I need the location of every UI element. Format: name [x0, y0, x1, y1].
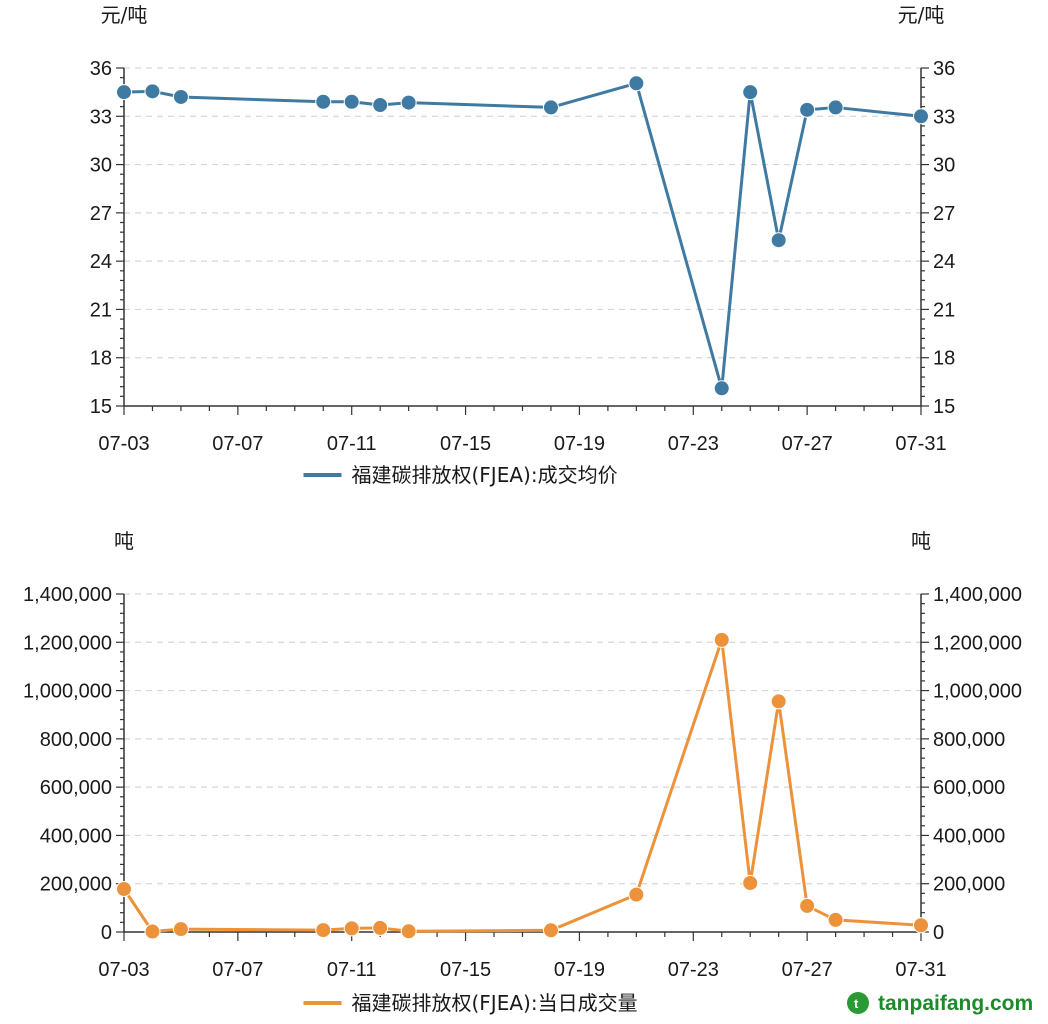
y-tick-label: 600,000	[40, 777, 112, 799]
y-tick-label: 1,000,000	[23, 681, 112, 703]
data-point	[827, 911, 844, 928]
y-tick-label: 18	[90, 348, 112, 370]
x-tick-label: 07-23	[668, 433, 719, 455]
y-axis-unit-left: 吨	[114, 529, 134, 553]
y-tick-label-right: 400,000	[933, 825, 1005, 847]
volume-chart: 0 0 200,000 200,000 400,000 400,000 600,000 600…	[23, 529, 1022, 1015]
y-tick-label-right: 36	[933, 58, 955, 80]
y-tick-label-right: 600,000	[933, 777, 1005, 799]
data-point	[628, 75, 645, 92]
data-point	[172, 88, 189, 105]
y-tick-label: 800,000	[40, 729, 112, 751]
data-point	[116, 84, 132, 101]
data-point	[400, 94, 417, 111]
data-point	[542, 922, 559, 939]
y-tick-label: 1,400,000	[23, 584, 112, 606]
y-tick-label: 21	[90, 299, 112, 321]
data-point	[799, 101, 816, 118]
y-tick-label: 36	[90, 58, 112, 80]
y-tick-label: 33	[90, 106, 112, 128]
svg-text:t: t	[854, 996, 859, 1011]
y-tick-label: 400,000	[40, 825, 112, 847]
legend-entry: 福建碳排放权(FJEA):当日成交量	[352, 991, 638, 1015]
y-tick-label-right: 1,400,000	[933, 584, 1022, 606]
y-tick-label-right: 800,000	[933, 729, 1005, 751]
x-tick-label: 07-07	[212, 959, 263, 981]
x-tick-label: 07-23	[668, 959, 719, 981]
y-tick-label-right: 30	[933, 155, 955, 177]
y-tick-label: 1,200,000	[23, 632, 112, 654]
x-tick-label: 07-31	[895, 433, 946, 455]
y-tick-label-right: 1,200,000	[933, 632, 1022, 654]
x-tick-label: 07-15	[440, 959, 491, 981]
data-point	[315, 922, 332, 939]
data-point	[827, 99, 844, 116]
data-point	[713, 631, 730, 648]
y-axis-unit-right: 元/吨	[898, 3, 945, 27]
data-point	[172, 921, 189, 938]
data-point	[116, 881, 132, 898]
x-tick-label: 07-11	[327, 959, 377, 981]
data-point	[343, 93, 360, 110]
watermark: t tanpaifang.com	[847, 992, 1033, 1015]
x-tick-label: 07-07	[212, 433, 263, 455]
data-point	[770, 693, 787, 710]
x-tick-label: 07-27	[782, 959, 833, 981]
watermark-leaf-icon	[847, 992, 869, 1014]
data-point	[372, 919, 389, 936]
y-tick-label-right: 200,000	[933, 874, 1005, 896]
series-line	[123, 81, 922, 390]
y-tick-label: 0	[101, 922, 112, 944]
y-tick-label-right: 1,000,000	[933, 681, 1022, 703]
y-tick-label-right: 24	[933, 251, 955, 273]
data-point	[913, 917, 929, 934]
data-point	[372, 97, 389, 114]
x-tick-label: 07-03	[98, 433, 149, 455]
data-point	[799, 897, 816, 914]
data-point	[713, 380, 730, 397]
x-tick-label: 07-11	[327, 433, 377, 455]
y-tick-label-right: 15	[933, 396, 955, 418]
x-tick-label: 07-03	[98, 959, 149, 981]
data-point	[742, 874, 759, 891]
data-point	[542, 99, 559, 116]
x-tick-label: 07-19	[554, 433, 605, 455]
data-point	[742, 84, 759, 101]
data-point	[144, 923, 161, 940]
watermark-text: tanpaifang.com	[878, 992, 1033, 1015]
y-tick-label: 200,000	[40, 874, 112, 896]
data-point	[343, 920, 360, 937]
legend-entry: 福建碳排放权(FJEA):成交均价	[352, 463, 618, 487]
x-tick-label: 07-27	[782, 433, 833, 455]
x-tick-label: 07-31	[895, 959, 946, 981]
y-tick-label: 27	[90, 203, 112, 225]
x-tick-label: 07-15	[440, 433, 491, 455]
data-point	[913, 108, 929, 125]
y-tick-label-right: 27	[933, 203, 955, 225]
data-point	[144, 83, 161, 100]
y-tick-label: 30	[90, 155, 112, 177]
y-tick-label-right: 0	[933, 922, 944, 944]
y-tick-label-right: 21	[933, 299, 955, 321]
series-line	[122, 638, 922, 934]
data-point	[628, 886, 645, 903]
y-axis-unit-left: 元/吨	[101, 3, 148, 27]
y-axis-unit-right: 吨	[911, 529, 931, 553]
y-tick-label: 24	[90, 251, 112, 273]
price-chart: 15 15 18 18 21 21 24 24 27 27 30 30 33 33 36 36 07-03 07-…	[90, 3, 956, 487]
data-point	[315, 93, 332, 110]
y-tick-label: 15	[90, 396, 112, 418]
y-tick-label-right: 18	[933, 348, 955, 370]
y-tick-label-right: 33	[933, 106, 955, 128]
data-point	[770, 232, 787, 249]
x-tick-label: 07-19	[554, 959, 605, 981]
data-point	[400, 923, 417, 940]
